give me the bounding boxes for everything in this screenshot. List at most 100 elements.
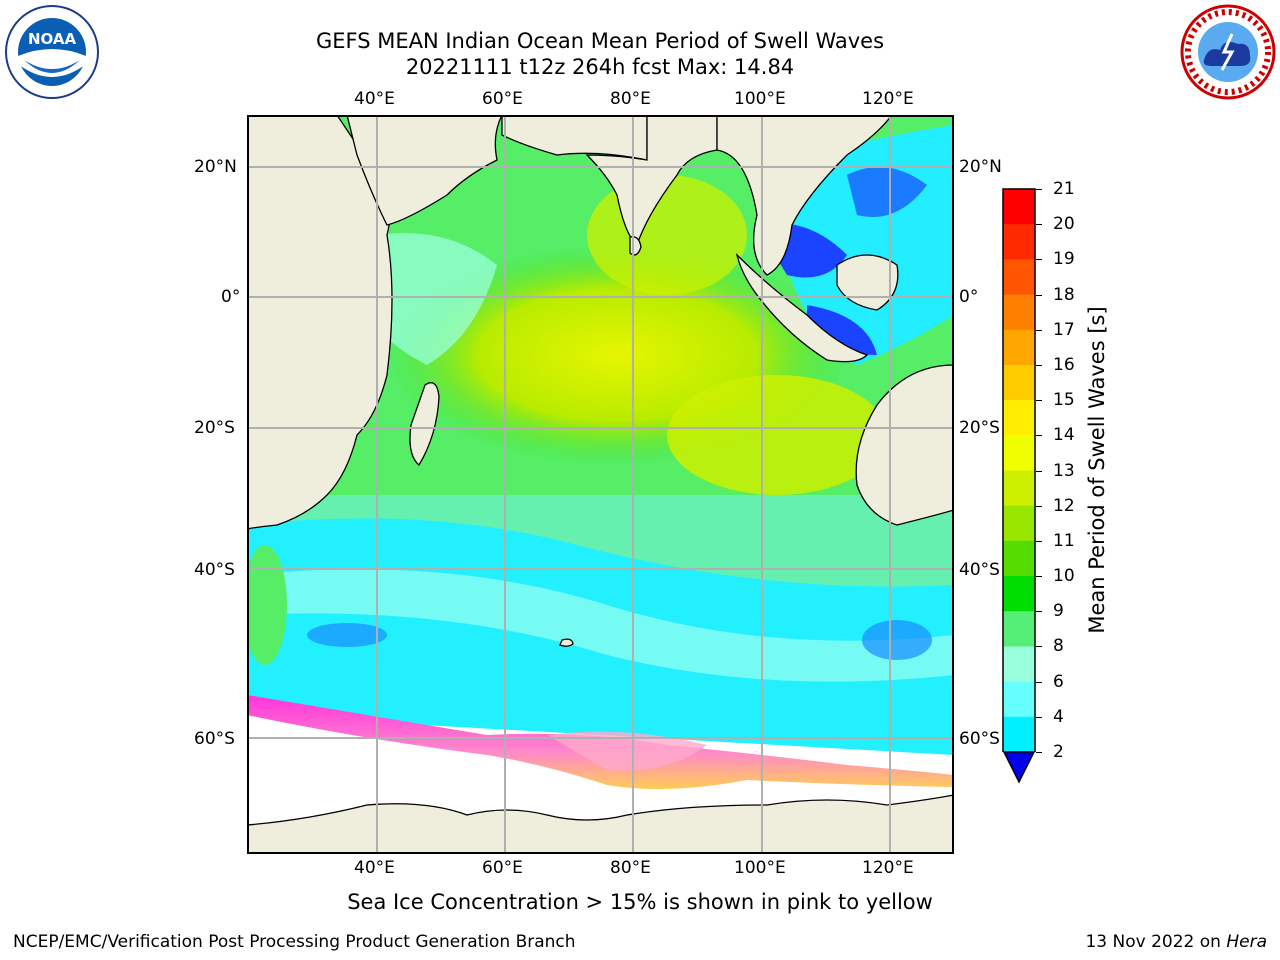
sea-ice-caption: Sea Ice Concentration > 15% is shown in … (347, 890, 933, 914)
arabian-sea-cyan (367, 233, 497, 365)
colorbar-tick-label: 17 (1053, 319, 1075, 340)
madagascar-land (409, 382, 440, 466)
colorbar-tick-label: 8 (1053, 636, 1064, 657)
graticule (247, 115, 954, 854)
arabia-land (346, 114, 504, 226)
colorbar-tick-label: 16 (1053, 354, 1075, 375)
colorbar-segment (1003, 505, 1035, 542)
lat-tick-right: 60°S (959, 729, 1000, 749)
se-asia-mainland (716, 114, 894, 276)
colorbar-tick-mark (1036, 400, 1042, 402)
colorbar-segments (1003, 189, 1035, 753)
colorbar-tick-mark (1036, 470, 1042, 472)
southwest-green-patch (243, 545, 287, 665)
lon-tick-top: 40°E (354, 89, 395, 109)
colorbar-tick-label: 9 (1053, 601, 1064, 622)
colorbar-tick-mark (1036, 435, 1042, 437)
lon-tick-top: 100°E (734, 89, 786, 109)
australia-land (855, 364, 955, 526)
sumatra-land (735, 252, 869, 363)
lat-tick-left: 20°N (194, 157, 237, 177)
colorbar-tick-label: 12 (1053, 495, 1075, 516)
colorbar-tick-mark (1036, 681, 1042, 683)
se-asia-blue-3 (847, 167, 927, 217)
colorbar-segment (1003, 400, 1035, 436)
high-period-patch (667, 375, 887, 495)
colorbar-tick-mark (1036, 716, 1042, 718)
sea-ice-patch (547, 731, 707, 771)
noaa-logo: NOAA (4, 4, 100, 100)
colorbar-tick-label: 14 (1053, 425, 1075, 446)
colorbar-tick-mark (1036, 576, 1042, 578)
colorbar-graphic (1002, 188, 1036, 784)
bay-of-bengal-high (587, 175, 747, 295)
colorbar-tick-label: 19 (1053, 249, 1075, 270)
lat-tick-right: 20°S (959, 418, 1000, 438)
colorbar-tick-mark (1036, 294, 1042, 296)
colorbar-tick-mark (1036, 224, 1042, 226)
colorbar-label: Mean Period of Swell Waves [s] (1085, 306, 1109, 634)
colorbar-tick-mark (1036, 611, 1042, 613)
colorbar-tick-label: 20 (1053, 214, 1075, 235)
map-panel (243, 114, 955, 855)
lon-tick-top: 80°E (610, 89, 651, 109)
lon-tick-bottom: 60°E (482, 858, 523, 878)
title-line-2: 20221111 t12z 264h fcst Max: 14.84 (405, 55, 795, 79)
colorbar-frame (1002, 188, 1036, 752)
colorbar-segment (1003, 294, 1035, 331)
lon-tick-bottom: 40°E (354, 858, 395, 878)
colorbar-segment (1003, 611, 1035, 647)
colorbar-segment (1003, 329, 1035, 366)
swell-period-map (243, 114, 955, 855)
map-title: GEFS MEAN Indian Ocean Mean Period of Sw… (0, 28, 1200, 80)
colorbar-tick-label: 13 (1053, 460, 1075, 481)
footer-right: 13 Nov 2022 on Hera (1085, 932, 1267, 952)
colorbar-tick-label: 18 (1053, 284, 1075, 305)
lat-tick-left: 40°S (194, 560, 235, 580)
colorbar-segment (1003, 189, 1035, 225)
lat-tick-right: 0° (959, 287, 979, 307)
colorbar-segment (1003, 364, 1035, 401)
lat-tick-left: 60°S (194, 729, 235, 749)
nws-logo (1180, 4, 1276, 100)
footer-left: NCEP/EMC/Verification Post Processing Pr… (13, 932, 576, 952)
lon-tick-top: 120°E (862, 89, 914, 109)
lat-tick-right: 20°N (959, 157, 1002, 177)
colorbar-segment (1003, 224, 1035, 260)
lon-tick-bottom: 120°E (862, 858, 914, 878)
colorbar-segment (1003, 576, 1035, 612)
map-frame (247, 115, 954, 854)
colorbar-segment (1003, 470, 1035, 507)
colorbar (1002, 188, 1036, 784)
colorbar-tick-mark (1036, 364, 1042, 366)
colorbar-extend-arrow (1002, 751, 1036, 784)
colorbar-tick-mark (1036, 189, 1042, 190)
colorbar-segment (1003, 435, 1035, 471)
southern-blue-patch (862, 620, 932, 660)
lat-tick-left: 20°S (194, 418, 235, 438)
colorbar-tick-mark (1036, 646, 1042, 648)
lon-tick-bottom: 100°E (734, 858, 786, 878)
colorbar-tick-label: 10 (1053, 566, 1075, 587)
colorbar-segment (1003, 259, 1035, 296)
colorbar-tick-label: 11 (1053, 530, 1075, 551)
title-line-1: GEFS MEAN Indian Ocean Mean Period of Sw… (315, 29, 885, 53)
southern-blue-patch (307, 623, 387, 647)
colorbar-tick-mark (1036, 259, 1042, 261)
colorbar-tick-mark (1036, 329, 1042, 331)
ocean-lightcyan-band (247, 569, 954, 682)
lon-tick-bottom: 80°E (610, 858, 651, 878)
india-land (585, 114, 718, 247)
lat-tick-left: 0° (221, 287, 241, 307)
footer-host: Hera (1226, 932, 1267, 952)
colorbar-tick-label: 6 (1053, 671, 1064, 692)
colorbar-segment (1003, 646, 1035, 683)
colorbar-tick-mark (1036, 540, 1042, 542)
lat-tick-right: 40°S (959, 560, 1000, 580)
colorbar-tick-label: 21 (1053, 179, 1075, 199)
kerguelen-land (559, 638, 574, 647)
noaa-logo-text: NOAA (28, 30, 77, 48)
footer-date: 13 Nov 2022 on (1085, 932, 1227, 952)
lon-tick-top: 60°E (482, 89, 523, 109)
antarctica-land (246, 794, 955, 855)
